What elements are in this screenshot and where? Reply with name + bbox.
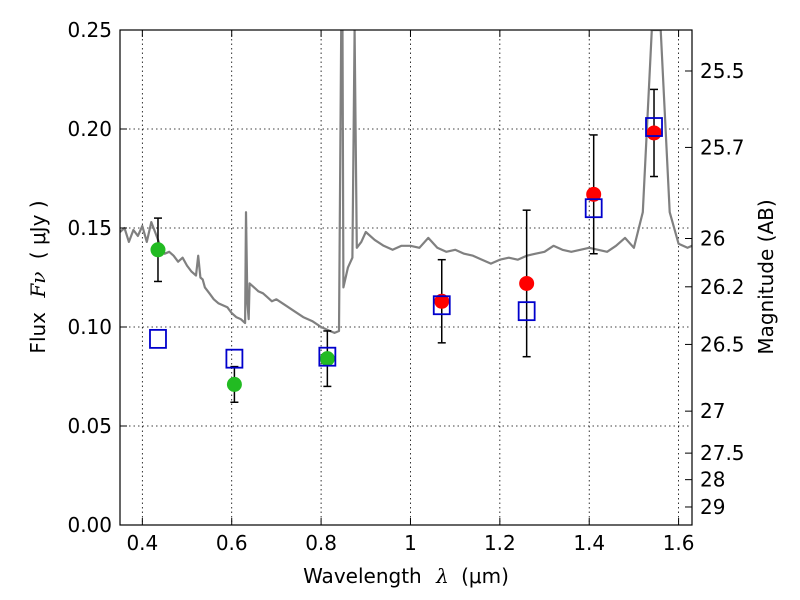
spectrum-layer [120, 30, 692, 334]
model-square-marker [432, 295, 451, 316]
y2-tick-label: 26 [700, 226, 725, 250]
data-point-marker [226, 376, 242, 392]
y2-tick-label: 27 [700, 399, 725, 423]
x-axis-unit: (μm) [461, 564, 509, 588]
marker-layer [149, 117, 663, 392]
spectrum-line [120, 30, 692, 334]
y2-tick-label: 25.7 [700, 135, 745, 159]
x-tick-label: 0.4 [126, 531, 158, 555]
x-axis-label-prefix: Wavelength [303, 564, 422, 588]
x-axis-label: Wavelength λ (μm) [303, 564, 509, 588]
data-point-marker [434, 293, 450, 309]
data-point-marker [319, 351, 335, 367]
model-square-marker [645, 117, 663, 137]
plot-frame [119, 29, 693, 526]
x-tick-label: 1.6 [663, 531, 695, 555]
tick-layer [120, 29, 692, 526]
y-tick-label: 0.10 [67, 315, 112, 339]
data-point-marker [150, 242, 166, 258]
x-tick-label: 1 [404, 531, 417, 555]
y2-tick-label: 26.2 [700, 275, 745, 299]
y-tick-label: 0.00 [67, 513, 112, 537]
grid [120, 29, 692, 526]
y-tick-label: 0.25 [67, 18, 112, 42]
tick-label-layer: 0.4 0.6 0.8 1 1.2 1.4 1.6 0.00 0.05 0.10 0.15 0.20 0… [67, 18, 744, 555]
x-tick-label: 1.4 [573, 531, 605, 555]
model-square-marker [225, 348, 244, 369]
y2-tick-label: 26.5 [700, 332, 745, 356]
x-axis-symbol: λ [435, 564, 449, 588]
model-square-marker [149, 328, 167, 349]
y-axis-label-prefix: Flux [26, 312, 50, 354]
model-square-marker [584, 198, 603, 219]
x-tick-label: 0.8 [305, 531, 337, 555]
y-tick-label: 0.20 [67, 117, 112, 141]
y-axis-label: Flux Fν ( μJy ) [26, 200, 50, 353]
y-tick-label: 0.05 [67, 414, 112, 438]
x-tick-label: 0.6 [216, 531, 248, 555]
data-point-marker [519, 275, 535, 291]
y2-tick-label: 25.5 [700, 59, 745, 83]
y2-tick-label: 27.5 [700, 441, 745, 465]
y-tick-label: 0.15 [67, 216, 112, 240]
model-square-marker [318, 346, 337, 367]
model-square-marker [517, 301, 536, 322]
x-tick-label: 1.2 [484, 531, 516, 555]
y2-axis-label: Magnitude (AB) [754, 199, 778, 354]
y2-tick-label: 28 [700, 468, 725, 492]
y-axis-symbol: Fν [26, 272, 50, 299]
y2-tick-label: 29 [700, 495, 725, 519]
data-point-marker [586, 186, 602, 202]
data-point-marker [646, 125, 662, 141]
y-axis-unit: ( μJy ) [26, 200, 50, 259]
